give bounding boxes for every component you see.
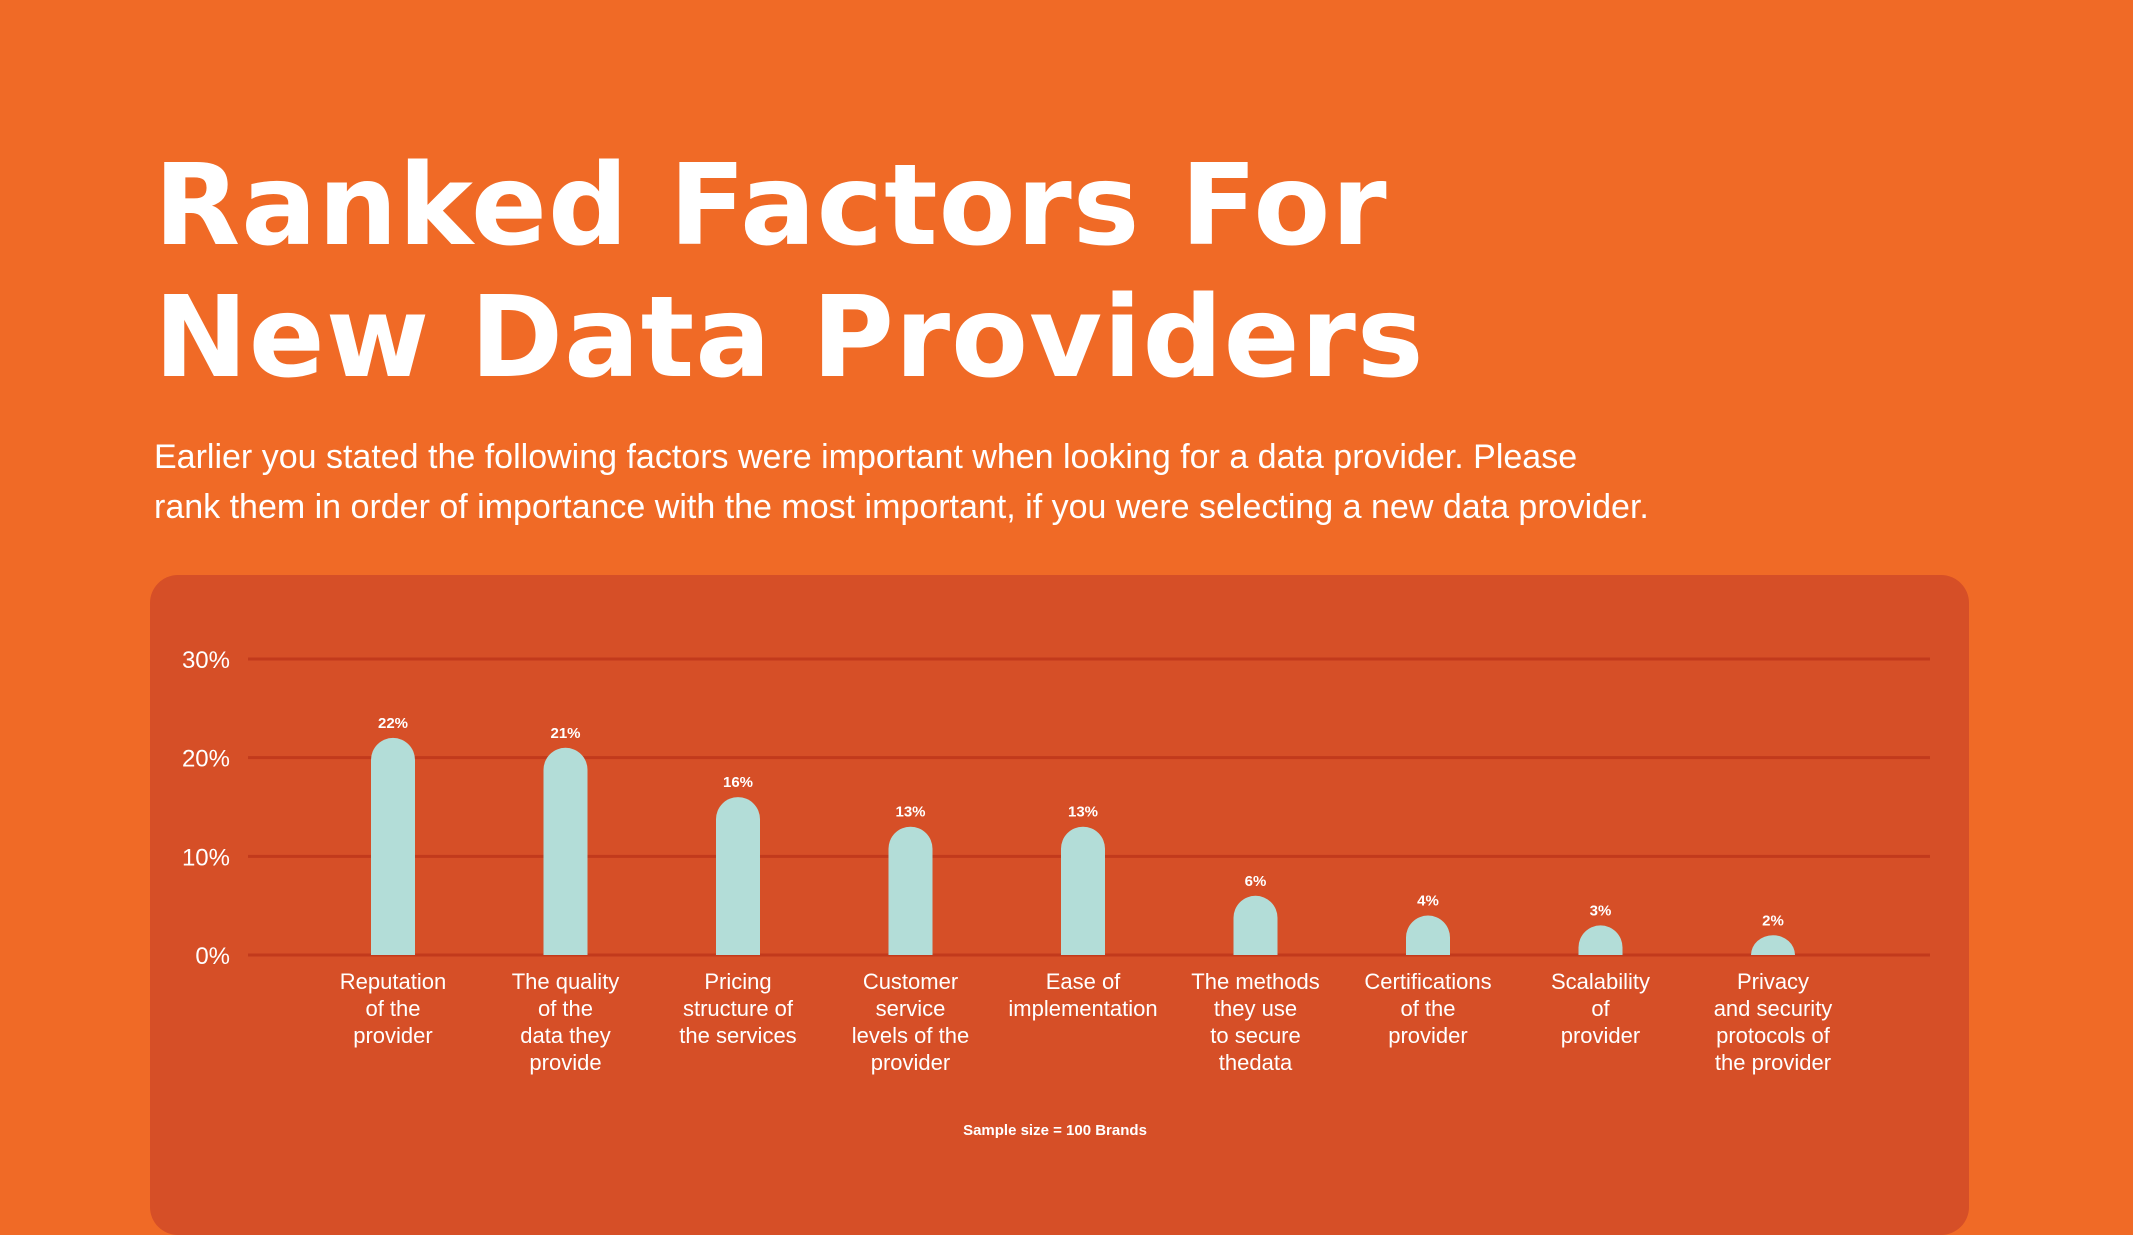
y-tick-label: 20% [182,746,230,773]
bar-value-label: 3% [1590,902,1612,919]
bar [1578,925,1623,955]
subtitle-line-2: rank them in order of importance with th… [154,488,1649,526]
bar [1751,935,1795,955]
value-labels: 22% 21% 16% 13% 13% 6% 4% 3% 2% [378,715,1784,929]
page-subtitle: Earlier you stated the following factors… [154,432,1774,532]
bars [371,737,1795,955]
category-label: The methods they use to secure thedata [1191,969,1319,1075]
bar-value-label: 4% [1417,893,1439,910]
y-tick-label: 30% [182,647,230,674]
subtitle-line-1: Earlier you stated the following factors… [154,438,1578,476]
bar [1061,826,1105,955]
bar-chart: 0% 10% 20% 30% 22% 21% 16% 13% 13% 6% 4% 3% 2% Repu… [182,647,1930,1075]
bar-value-label: 21% [550,725,580,742]
bar-value-label: 16% [723,774,753,791]
bar-value-label: 13% [895,804,925,821]
page-title: Ranked Factors For New Data Providers [154,140,1425,404]
category-label: Customer service levels of the provider [852,969,969,1075]
category-label: Scalability of provider [1551,969,1650,1048]
sample-size-note: Sample size = 100 Brands [963,1122,1147,1139]
category-label: The quality of the data they provide [512,969,620,1075]
bar [716,797,760,955]
category-label: Privacy and security protocols of the provi… [1714,969,1833,1075]
bar-value-label: 22% [378,715,408,732]
bar-value-label: 13% [1068,804,1098,821]
y-tick-label: 10% [182,844,230,871]
title-line-1: Ranked Factors For [154,141,1388,271]
category-labels: Reputation of the provider The quality of th… [340,969,1833,1075]
bar-value-label: 2% [1762,912,1784,929]
y-axis-ticks: 0% 10% 20% 30% [182,647,230,970]
bar [1406,915,1451,955]
chart-panel [150,575,1969,1235]
bar [1233,895,1278,955]
category-label: Certifications of the provider [1364,969,1491,1048]
category-label: Ease of implementation [1008,969,1157,1021]
category-label: Pricing structure of the services [679,969,796,1048]
y-tick-label: 0% [195,943,230,970]
bar [371,737,415,955]
category-label: Reputation of the provider [340,969,446,1048]
bar-value-label: 6% [1245,873,1267,890]
title-line-2: New Data Providers [154,273,1425,403]
bar [543,747,588,955]
bar [888,826,933,955]
